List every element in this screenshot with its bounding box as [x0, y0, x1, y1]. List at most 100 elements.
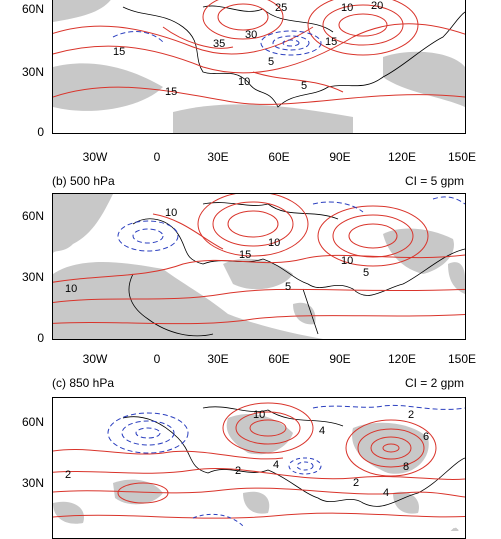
panel-a-contour-neg: [272, 35, 310, 51]
panel-a-lon-tick: 30E: [207, 150, 229, 164]
panel-a-contour-pos: [217, 3, 269, 31]
panel-c-contour-neg: [296, 461, 314, 471]
panel-a-lat-tick: 0: [37, 125, 44, 139]
panel-a-contour-label: 25: [275, 2, 287, 14]
panel-b-coast: [132, 218, 465, 296]
panel-c-contour-label: 10: [253, 409, 265, 421]
panel-b-shading: [223, 258, 293, 290]
panel-c-contour-pos: [382, 443, 400, 453]
panel-c-contour-neg: [312, 404, 465, 410]
panel-c-map: 10 4 2 6 2 2 4 8 2 4 ☁: [52, 397, 466, 539]
panel-b-shading: [53, 262, 323, 339]
panel-b-contour-pos: [152, 213, 224, 250]
panel-b-lon-tick: 60E: [268, 352, 290, 366]
panel-a-contour-pos: [162, 26, 234, 49]
panel-a-contour-label: 20: [371, 0, 383, 12]
panel-a-contour-pos: [338, 13, 388, 37]
panel-a-contour-pos: [202, 0, 284, 40]
panel-c-contour-label: 6: [423, 431, 429, 443]
panel-c-contour-neg: [135, 427, 161, 439]
panel-a-contour-pos: [53, 23, 465, 74]
panel-b-map: 10 10 15 10 5 10 5: [52, 193, 466, 340]
panel-c-contour-pos: [53, 467, 465, 480]
panel-b-lat-tick: 60N: [21, 209, 44, 223]
panel-b-coast: [128, 273, 214, 337]
panel-b-coast: [302, 288, 319, 335]
panel-b-contour-neg: [117, 220, 179, 252]
panel-a-contour-pos: [307, 0, 419, 56]
panel-c-contour-pos: [357, 428, 425, 468]
panel-b-contour-label: 5: [285, 281, 291, 293]
panel-b-contour-neg: [432, 196, 465, 205]
panel-c-shading: [352, 422, 429, 474]
panel-a-lat-tick: 30N: [21, 65, 44, 79]
panel-c-contour-label: 4: [383, 487, 389, 499]
panel-c-shading: [53, 501, 84, 524]
panel-a-contour-neg: [282, 39, 300, 47]
panel-b-contour-pos: [348, 223, 398, 249]
panel-a-contour-neg: [260, 30, 322, 56]
panel-b-contour-pos: [227, 210, 279, 238]
panel-b-shading: [383, 228, 454, 274]
panel-c-title: (c) 850 hPa: [52, 376, 115, 390]
panel-b-contour-pos: [317, 205, 429, 267]
panel-c-contour-label: 2: [353, 477, 359, 489]
panel-a-map: 15 35 30 25 10 20 15 5 15 10 5: [52, 0, 466, 134]
panel-b-shading: [53, 194, 113, 254]
panel-a-lat-tick: 60N: [21, 2, 44, 16]
panel-b-contour-label: 10: [341, 255, 353, 267]
panel-a-coast: [122, 6, 465, 108]
panel-c-shading: [226, 413, 293, 455]
panel-b-lon-tick: 30E: [207, 352, 229, 366]
panel-c-contour-neg: [288, 457, 322, 475]
panel-b-shading: [293, 302, 316, 325]
panel-c-contour-pos: [235, 411, 301, 445]
panel-a-lon-tick: 120E: [387, 150, 417, 164]
panel-c-contour-neg: [192, 513, 244, 527]
panel-c-contour-pos: [53, 512, 465, 519]
panel-a-contour-label: 5: [301, 80, 307, 92]
panel-c-contour-label: 2: [235, 465, 241, 477]
panel-b-coast: [202, 202, 339, 220]
panel-a-contour-label: 15: [113, 46, 125, 58]
panel-a-shading: [383, 51, 465, 107]
watermark-logo: ☁: [450, 523, 459, 533]
panel-c-lat-tick: 30N: [21, 476, 44, 490]
panel-b-lat-tick: 30N: [21, 270, 44, 284]
panel-b-contour-pos: [197, 194, 309, 257]
panel-c-contour-label: 2: [65, 469, 71, 481]
panel-a-contour-pos: [53, 86, 465, 105]
panel-a-shading: [53, 0, 111, 22]
panel-b-contour-label: 10: [65, 283, 77, 295]
panel-b-contour-pos: [332, 214, 414, 258]
panel-b-lon-tick: 120E: [387, 352, 417, 366]
panel-b-lon-tick: 90E: [329, 352, 351, 366]
panel-c-coast: [122, 416, 465, 507]
panel-c-svg: 10 4 2 6 2 2 4 8 2 4: [53, 402, 465, 527]
panel-a-lon-tick: 90E: [329, 150, 351, 164]
panel-b-lat-tick: 0: [37, 331, 44, 345]
panel-c-contour-pos: [53, 487, 465, 498]
panel-a-contour-pos: [322, 4, 404, 46]
panel-b-contour-label: 10: [268, 237, 280, 249]
panel-b-contour-neg: [312, 201, 364, 213]
panel-c-contour-neg: [107, 412, 189, 454]
panel-b-contour-label: 15: [239, 249, 251, 261]
panel-a-svg: 15 35 30 25 10 20 15 5 15 10 5: [53, 0, 465, 133]
panel-a-shading: [173, 104, 353, 133]
panel-b-title: (b) 500 hPa: [52, 174, 115, 188]
panel-b-lon-tick: 30W: [82, 352, 108, 366]
panel-c-shading: [393, 491, 419, 514]
panel-c-contour-label: 8: [403, 461, 409, 473]
panel-c-contour-pos: [370, 436, 412, 460]
panel-a-contour-label: 30: [245, 29, 257, 41]
panel-c-contour-pos: [53, 448, 284, 460]
panel-a-contour-label: 5: [268, 56, 274, 68]
panel-a-contour-label: 10: [238, 76, 250, 88]
panel-c-lat-tick: 60N: [21, 415, 44, 429]
panel-c-shading: [243, 491, 270, 514]
panel-a-contour-label: 15: [165, 86, 177, 98]
panel-b-contour-pos: [53, 288, 465, 304]
panel-b-contour-pos: [212, 201, 294, 247]
panel-b-contour-neg: [132, 228, 164, 244]
